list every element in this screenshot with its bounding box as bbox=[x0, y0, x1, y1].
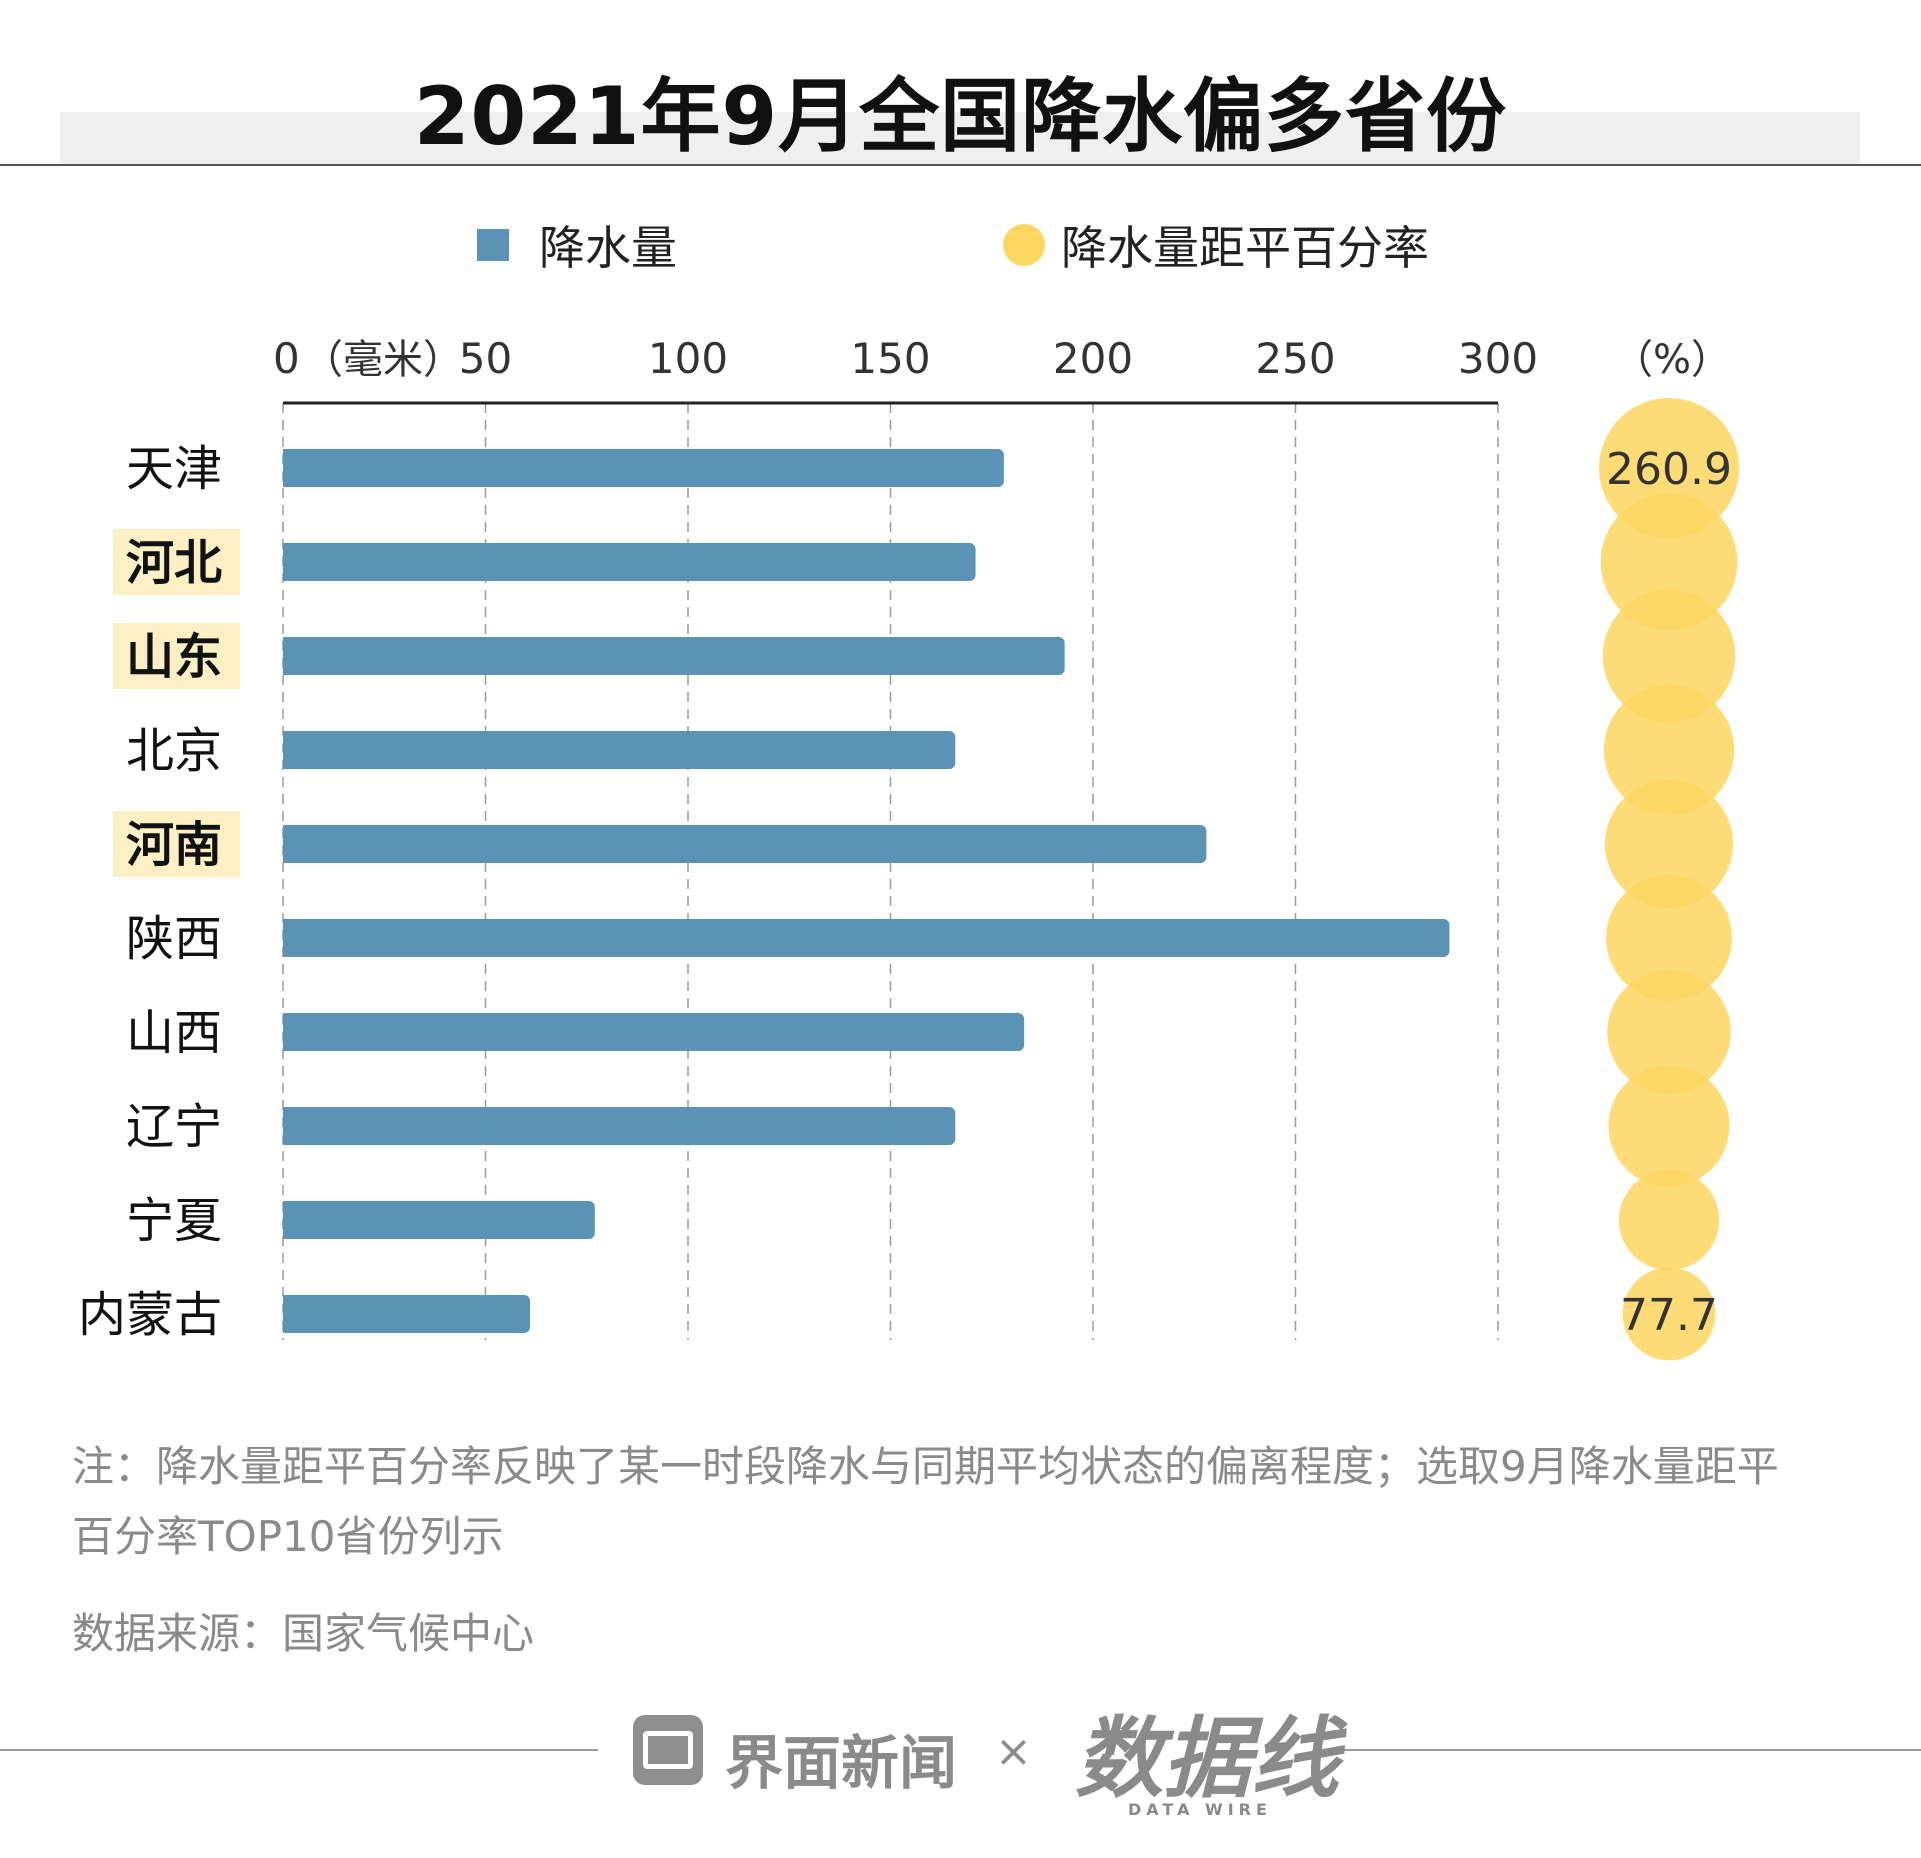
category-label: 河北 bbox=[126, 535, 222, 591]
bar bbox=[283, 637, 1065, 675]
category-label: 北京 bbox=[126, 723, 222, 779]
data-source: 数据来源：国家气候中心 bbox=[72, 1609, 535, 1658]
bubble bbox=[1604, 779, 1734, 909]
bar bbox=[283, 731, 956, 769]
category-label: 天津 bbox=[126, 441, 222, 497]
chart-title: 2021年9月全国降水偏多省份 bbox=[413, 70, 1508, 163]
bubble bbox=[1602, 589, 1736, 723]
x-tick-label: 250 bbox=[1255, 334, 1335, 383]
bar bbox=[283, 825, 1207, 863]
bar bbox=[283, 543, 976, 581]
x-tick-label: 50 bbox=[459, 334, 512, 383]
legend-bar-label: 降水量 bbox=[539, 221, 677, 275]
bar bbox=[283, 449, 1004, 487]
category-label: 内蒙古 bbox=[78, 1287, 222, 1343]
bubble bbox=[1603, 684, 1735, 816]
bar bbox=[283, 1013, 1025, 1051]
x-tick-label: 150 bbox=[850, 334, 930, 383]
bubble bbox=[1618, 1169, 1720, 1271]
bubble-value-label: 260.9 bbox=[1606, 444, 1732, 495]
legend-bar-swatch bbox=[477, 229, 509, 261]
category-label: 山西 bbox=[126, 1005, 222, 1061]
x-tick-label: 200 bbox=[1053, 334, 1133, 383]
category-label: 陕西 bbox=[126, 911, 222, 967]
bubble-value-label: 77.7 bbox=[1620, 1290, 1718, 1341]
jiemian-logo-icon bbox=[633, 1715, 703, 1785]
bubble bbox=[1606, 875, 1732, 1001]
footer-brand-jiemian: 界面新闻 bbox=[725, 1729, 958, 1797]
category-highlight bbox=[113, 529, 240, 595]
x-tick-label: 100 bbox=[648, 334, 728, 383]
title-rule bbox=[0, 164, 1921, 166]
bubble bbox=[1600, 493, 1738, 631]
category-highlight bbox=[113, 623, 240, 689]
legend-bubble-swatch bbox=[1003, 224, 1045, 266]
bubble bbox=[1622, 1267, 1716, 1361]
legend-bar: 降水量 bbox=[477, 215, 677, 275]
legend-bubble: 降水量距平百分率 bbox=[1003, 215, 1429, 275]
category-highlight bbox=[113, 811, 240, 877]
chart-note: 注：降水量距平百分率反映了某一时段降水与同期平均状态的偏离程度；选取9月降水量距… bbox=[72, 1442, 1779, 1561]
footer-brand-datawire: 数据线 bbox=[1075, 1707, 1340, 1810]
legend-bubble-label: 降水量距平百分率 bbox=[1061, 221, 1429, 275]
bubble bbox=[1608, 1065, 1730, 1187]
footer-brand-datawire-sub: DATA WIRE bbox=[1128, 1800, 1272, 1819]
chart: 0 50 100 150 200 250 300 （毫米） （%） 260.9 77.7 天津河北山东… bbox=[78, 334, 1739, 1361]
footer-separator: × bbox=[995, 1726, 1032, 1777]
footer-rule-right bbox=[1323, 1749, 1921, 1751]
x-axis-unit-label: （毫米） bbox=[303, 337, 463, 383]
bar bbox=[283, 1295, 531, 1333]
title-band bbox=[60, 112, 1860, 164]
category-label: 宁夏 bbox=[126, 1193, 222, 1249]
category-label: 辽宁 bbox=[126, 1099, 222, 1155]
bar bbox=[282, 1201, 595, 1239]
x-tick-label: 300 bbox=[1458, 334, 1538, 383]
bubble bbox=[1599, 398, 1739, 538]
x-tick-label: 0 bbox=[273, 334, 300, 383]
bubble bbox=[1607, 970, 1731, 1094]
bar bbox=[283, 919, 1450, 957]
percent-unit-label: （%） bbox=[1613, 337, 1731, 383]
category-label: 山东 bbox=[126, 629, 222, 685]
footer-rule-left bbox=[0, 1749, 598, 1751]
category-label: 河南 bbox=[126, 817, 222, 873]
bar bbox=[283, 1107, 956, 1145]
